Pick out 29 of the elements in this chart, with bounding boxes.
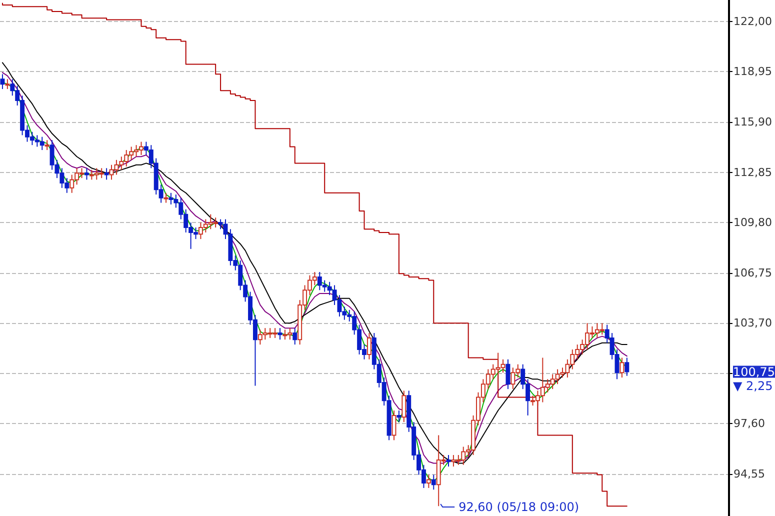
- y-tick-label: 118,95: [734, 65, 772, 78]
- candlestick: [446, 454, 451, 468]
- candlestick: [402, 390, 406, 423]
- candlestick: [426, 474, 431, 488]
- candlestick: [84, 168, 89, 180]
- y-tick-label: 94,55: [734, 467, 766, 480]
- text: ▼ 2,25: [733, 378, 773, 393]
- candlestick: [44, 140, 50, 151]
- candlestick: [0, 74, 5, 90]
- annotation: 92,60 (05/18 09:00): [458, 500, 580, 514]
- candlestick: [366, 332, 372, 360]
- candlestick: [624, 357, 630, 376]
- y-tick-label: 122,00: [734, 14, 772, 28]
- candlestick: [396, 410, 402, 423]
- y-tick-label: 97,60: [734, 417, 766, 430]
- candlestick: [104, 168, 109, 180]
- y-tick-label: 112,85: [734, 166, 772, 179]
- candlestick: [164, 192, 168, 204]
- candlestick: [292, 328, 298, 346]
- y-tick-label: 103,70: [734, 316, 772, 330]
- candlestick: [431, 474, 436, 490]
- y-tick-label: 106,75: [734, 266, 772, 280]
- candlestick: [278, 328, 282, 340]
- y-tick-label: 115,90: [734, 115, 772, 128]
- candlestick: [5, 78, 10, 90]
- candlestick: [620, 357, 624, 378]
- candlestick: [506, 358, 510, 390]
- text: 100,75: [733, 364, 775, 379]
- y-tick-label: 109,80: [734, 216, 772, 230]
